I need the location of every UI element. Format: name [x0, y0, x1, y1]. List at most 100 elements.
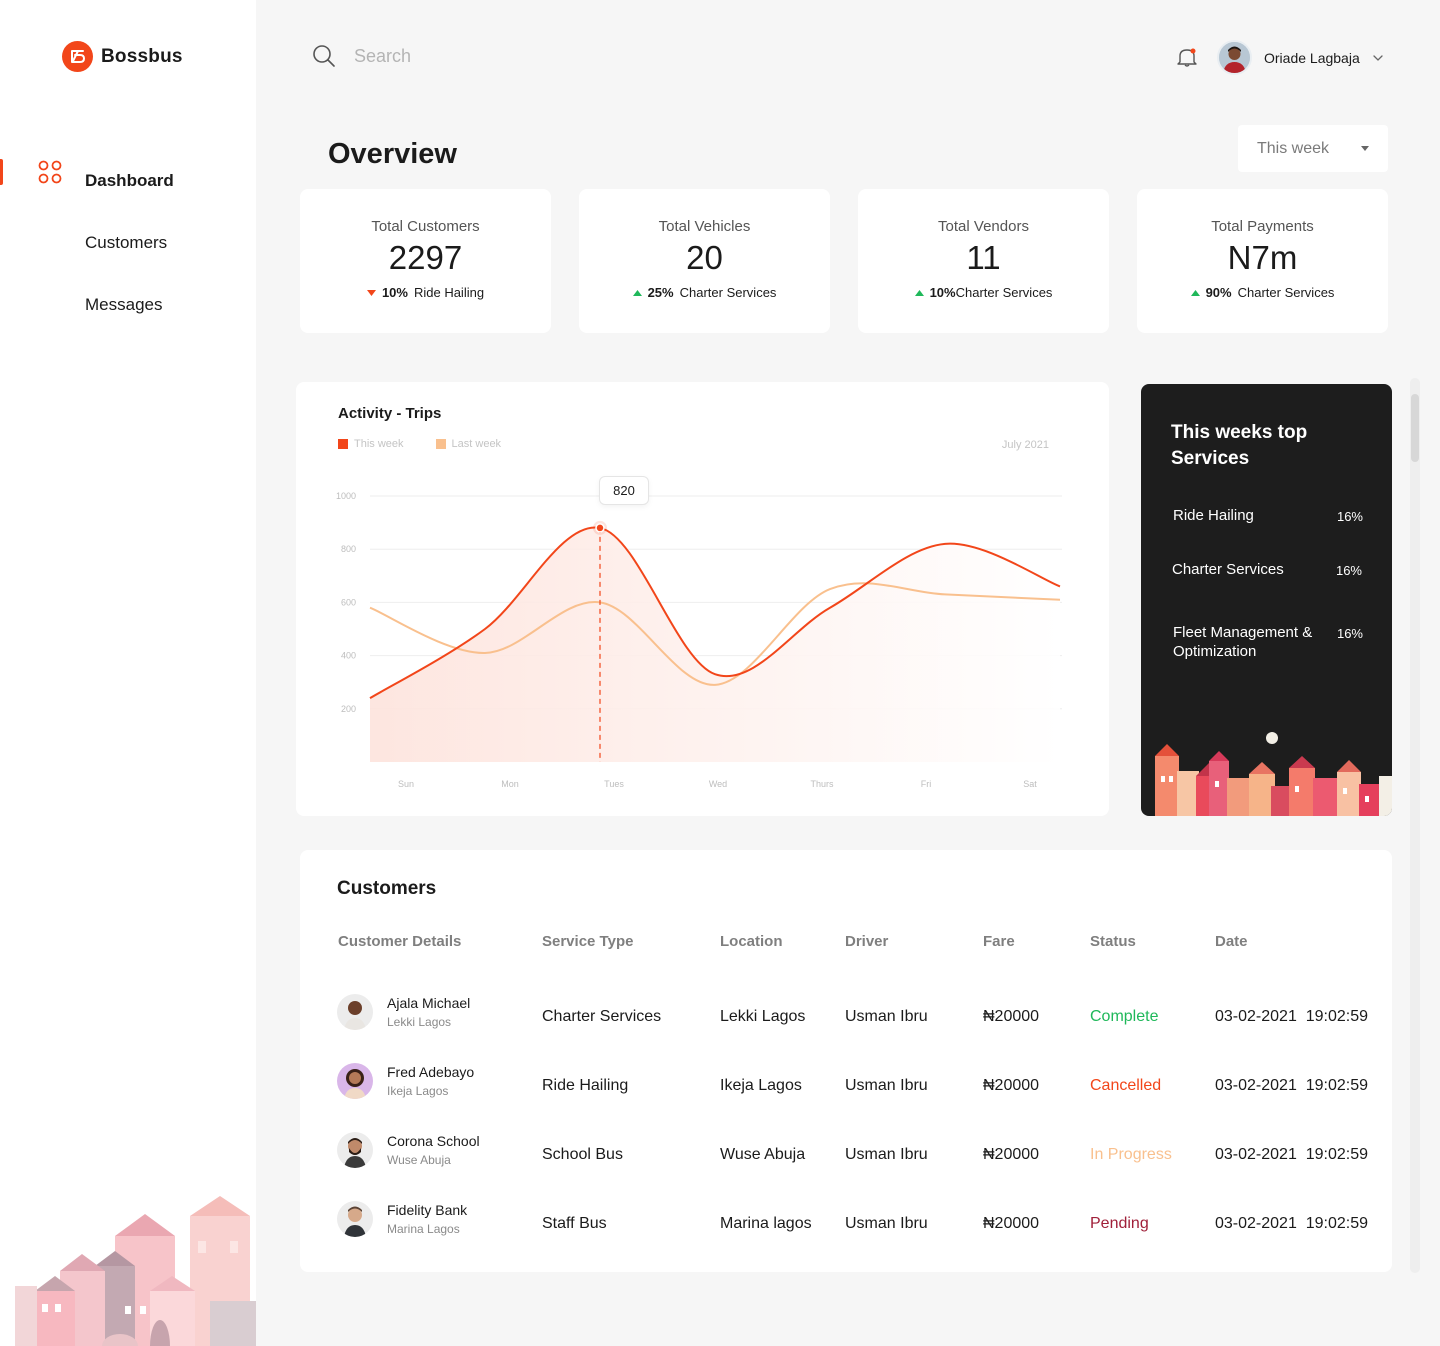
stat-trend: 25% Charter Services [579, 285, 830, 300]
status-badge: Pending [1090, 1215, 1149, 1232]
user-menu[interactable]: Oriade Lagbaja [1217, 40, 1384, 75]
stat-trend: 10% Ride Hailing [300, 285, 551, 300]
y-tick-label: 1000 [336, 491, 356, 501]
stat-card-vendors: Total Vendors 11 10%Charter Services [858, 189, 1109, 333]
stat-label: Total Vendors [938, 218, 1029, 235]
legend-this-week[interactable]: This week [338, 438, 404, 450]
driver: Usman Ibru [845, 1146, 928, 1163]
service-name: Fleet Management & Optimization [1173, 624, 1313, 660]
table-row[interactable]: Ajala Michael Lekki Lagos Charter Servic… [300, 994, 1392, 1054]
top-services-card: This weeks top Services Ride Hailing 16%… [1141, 384, 1392, 816]
activity-chart-card: 1000 800 600 400 200 Sun Mon Tues Wed Thurs Fri Sat… [296, 382, 1109, 816]
customer-name: Ajala Michael [387, 995, 471, 1011]
status-badge: In Progress [1090, 1146, 1172, 1163]
search-input[interactable] [354, 45, 654, 67]
chevron-down-icon [1373, 54, 1383, 61]
night-town-illustration [1155, 732, 1392, 816]
status-badge: Complete [1090, 1008, 1159, 1025]
stat-value: 20 [686, 239, 723, 276]
customers-table-card: Customers Customer Details Service Type … [300, 850, 1392, 1272]
town-illustration [15, 1196, 256, 1346]
bossbus-logo-icon [62, 41, 93, 72]
driver: Usman Ibru [845, 1215, 928, 1232]
service-name: Ride Hailing [1173, 507, 1254, 524]
legend-last-week[interactable]: Last week [435, 438, 501, 450]
fare: ₦20000 [983, 1215, 1040, 1232]
stat-value: 11 [966, 239, 1001, 276]
stat-trend: 90% Charter Services [1137, 285, 1388, 300]
stat-trend: 10%Charter Services [858, 285, 1109, 300]
search-icon [313, 45, 335, 67]
avatar [337, 1132, 373, 1168]
table-row[interactable]: Fred Adebayo Ikeja Lagos Ride Hailing Ik… [300, 1063, 1392, 1123]
table-title: Customers [337, 878, 437, 899]
customer-name: Corona School [387, 1133, 480, 1149]
table-row[interactable]: Corona School Wuse Abuja School Bus Wuse… [300, 1132, 1392, 1192]
sidebar-item-messages[interactable]: Messages [0, 274, 256, 336]
service-type: Ride Hailing [542, 1077, 629, 1094]
customer-location: Lekki Lagos [387, 1015, 452, 1029]
column-header[interactable]: Status [1090, 933, 1136, 950]
service-pct: 16% [1335, 563, 1362, 578]
service-type: Charter Services [542, 1008, 662, 1025]
avatar [337, 994, 373, 1030]
date: 03-02-2021 19:02:59 [1215, 1146, 1369, 1163]
customer-details: Fred Adebayo Ikeja Lagos [337, 1063, 474, 1099]
column-header[interactable]: Fare [983, 933, 1015, 950]
sidebar: Bossbus Dashboard Customers Messages [0, 0, 256, 1346]
x-tick-label: Sun [398, 779, 414, 789]
bell-icon [1177, 48, 1197, 67]
service-row: Charter Services 16% [1172, 560, 1362, 580]
service-pct: 16% [1336, 509, 1363, 524]
date: 03-02-2021 19:02:59 [1215, 1077, 1369, 1094]
series-line-last-week [369, 582, 1061, 686]
period-select[interactable]: This week [1238, 125, 1388, 172]
stat-value: 2297 [388, 239, 463, 276]
series-line-this-week [369, 526, 1061, 700]
customer-location: Wuse Abuja [387, 1153, 451, 1167]
sidebar-item-customers[interactable]: Customers [0, 212, 256, 274]
x-tick-label: Tues [604, 779, 624, 789]
sidebar-item-label: Dashboard [85, 171, 174, 190]
avatar [337, 1201, 373, 1237]
column-header[interactable]: Customer Details [338, 933, 462, 950]
search-bar[interactable] [312, 44, 654, 68]
fare: ₦20000 [983, 1008, 1040, 1025]
stat-label: Total Vehicles [658, 218, 751, 235]
chart-title: Activity - Trips [338, 405, 442, 422]
date: 03-02-2021 19:02:59 [1215, 1008, 1369, 1025]
table-row[interactable]: Fidelity Bank Marina Lagos Staff Bus Mar… [300, 1201, 1392, 1261]
driver: Usman Ibru [845, 1008, 928, 1025]
column-header[interactable]: Service Type [542, 933, 634, 950]
column-header[interactable]: Location [720, 933, 783, 950]
scrollbar[interactable] [1410, 378, 1420, 1273]
column-header[interactable]: Driver [845, 933, 889, 950]
trend-up-icon [632, 289, 642, 296]
service-type: School Bus [542, 1146, 623, 1163]
y-tick-label: 800 [341, 544, 356, 554]
series-area-this-week [370, 527, 1060, 762]
x-tick-label: Fri [921, 779, 932, 789]
stat-trend-text: Charter Services [955, 285, 1053, 300]
avatar [337, 1063, 373, 1099]
stat-value: N7m [1227, 239, 1298, 276]
x-tick-label: Mon [501, 779, 519, 789]
x-tick-label: Wed [709, 779, 727, 789]
stat-trend-text: Charter Services [679, 285, 777, 300]
x-tick-label: Sat [1023, 779, 1037, 789]
brand[interactable]: Bossbus [62, 41, 183, 72]
location: Marina lagos [720, 1215, 812, 1232]
stat-trend-pct: 25% [647, 285, 674, 300]
sidebar-item-dashboard[interactable]: Dashboard [0, 150, 256, 212]
stat-trend-pct: 10% [929, 285, 956, 300]
scrollbar-thumb[interactable] [1411, 394, 1419, 462]
stat-card-customers: Total Customers 2297 10% Ride Hailing [300, 189, 551, 333]
customer-name: Fred Adebayo [387, 1064, 475, 1080]
column-header[interactable]: Date [1215, 933, 1248, 950]
x-tick-label: Thurs [810, 779, 834, 789]
notifications-button[interactable] [1176, 46, 1198, 73]
driver: Usman Ibru [845, 1077, 928, 1094]
fare: ₦20000 [983, 1077, 1040, 1094]
chart-month: July 2021 [1001, 439, 1049, 451]
top-services-title: This weeks top Services [1171, 422, 1308, 469]
